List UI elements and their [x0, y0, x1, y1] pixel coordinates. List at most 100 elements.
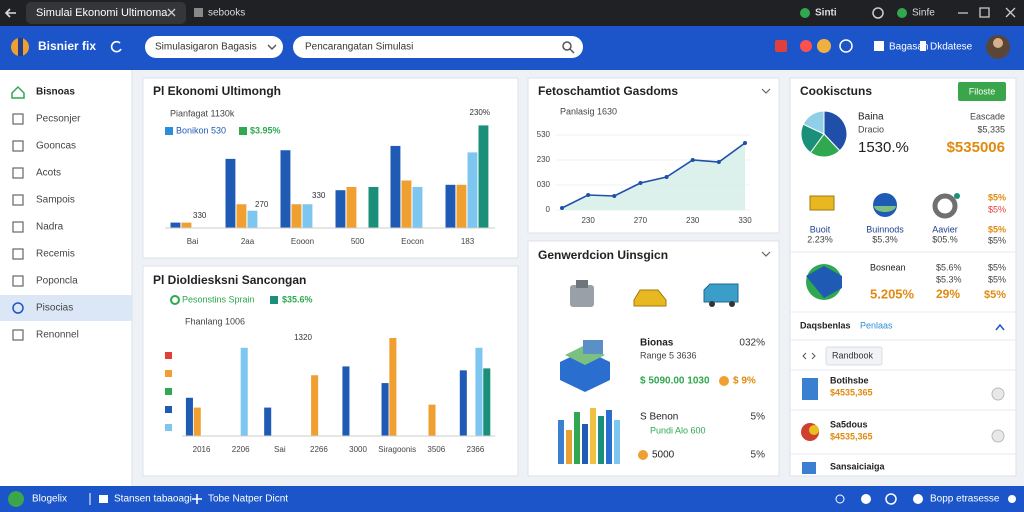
bar [240, 347, 248, 436]
legend-text: $35.6% [282, 294, 313, 304]
x-tick-label: Eooon [291, 237, 314, 246]
bar [389, 338, 397, 436]
footer-icon[interactable] [192, 494, 202, 504]
header-icon[interactable] [775, 40, 787, 52]
legend-text: Pesonstins Sprain [182, 294, 255, 304]
label: $5.3% [872, 234, 898, 244]
label: Sansaiciaiga [830, 461, 886, 471]
nav-icon [12, 248, 24, 260]
back-icon[interactable] [4, 8, 16, 18]
x-tick-label: 3506 [427, 445, 445, 454]
button-text[interactable]: Filoste [969, 86, 996, 96]
info-icon[interactable] [991, 387, 1005, 401]
label: $5% [988, 192, 1006, 202]
nav-item[interactable]: Pecsonjer [36, 114, 81, 125]
footer-item[interactable]: Tobe Natper Dicnt [208, 494, 288, 505]
label: Sinfe [912, 8, 935, 19]
globe-icon [874, 206, 896, 212]
status-icon [800, 8, 810, 18]
link[interactable]: Penlaas [860, 320, 893, 330]
status-icon [872, 7, 884, 19]
ring-icon [932, 193, 958, 219]
bar [459, 370, 467, 436]
x-tick-label: 270 [634, 216, 648, 225]
bar [247, 210, 258, 228]
chevron [267, 44, 277, 50]
tab-title[interactable]: sebooks [208, 8, 245, 19]
header-link[interactable]: Dkdatese [930, 42, 973, 53]
label: Buoit [810, 224, 831, 234]
search-text[interactable]: Pencarangatan Simulasi [305, 42, 413, 53]
label: $5% [988, 235, 1006, 245]
footer-icon[interactable] [1008, 495, 1016, 503]
bar [412, 186, 423, 228]
nav-item[interactable]: Bisnoas [36, 87, 75, 98]
x-tick-label: 230 [686, 216, 700, 225]
nav-item[interactable]: Nadra [36, 222, 64, 233]
chip[interactable] [825, 346, 883, 366]
list-icon [809, 425, 819, 435]
header-icon[interactable] [839, 39, 853, 53]
bar [302, 204, 313, 228]
footer-icon[interactable] [913, 494, 923, 504]
footer-item[interactable]: Bopp etrasesse [930, 494, 1000, 505]
search-icon[interactable] [562, 41, 572, 51]
select-box[interactable] [145, 36, 283, 58]
active-tab[interactable] [26, 2, 186, 24]
footer-icon[interactable] [861, 494, 871, 504]
status-icon [897, 8, 907, 18]
chip-text[interactable]: Randbook [832, 350, 874, 360]
panel [142, 77, 519, 259]
label: Bionas [640, 338, 674, 349]
collapse-icon[interactable] [995, 323, 1005, 331]
nav-item[interactable]: Acots [36, 168, 61, 179]
nav-item[interactable]: Gooncas [36, 141, 76, 152]
footer-icon[interactable] [835, 494, 845, 504]
bar [475, 347, 483, 436]
x-tick-label: Eocon [401, 237, 424, 246]
bar [335, 190, 346, 228]
header-icon[interactable] [874, 41, 884, 51]
label: 1320 [294, 333, 312, 342]
footer [0, 486, 1024, 512]
nav-item[interactable]: Renonnel [36, 330, 79, 341]
close-tab[interactable] [167, 8, 176, 17]
tab-title[interactable]: Simulai Ekonomi Ultimoma [36, 7, 168, 19]
filter-button[interactable] [958, 82, 1006, 101]
footer-item[interactable]: Stansen tabaoagi [114, 494, 192, 505]
refresh-icon[interactable] [110, 40, 122, 53]
bus-icon [809, 195, 835, 211]
footer-icon[interactable] [885, 493, 897, 505]
label: 5% [751, 412, 766, 423]
label: Sa5dous [830, 419, 868, 429]
sidebar-selected [0, 295, 132, 321]
nav-item[interactable]: Poponcla [36, 276, 78, 287]
nav-icon [12, 221, 24, 233]
nav-item[interactable]: Sampois [36, 195, 75, 206]
nav-item[interactable]: Pisocias [36, 303, 73, 314]
pie-slice [802, 110, 825, 135]
nav-item[interactable]: Recemis [36, 249, 75, 260]
x-tick-label: 2aa [241, 237, 255, 246]
x-tick-label: 2266 [310, 445, 328, 454]
x-tick-label: 500 [351, 237, 365, 246]
bar [368, 186, 379, 228]
header-icon[interactable] [920, 41, 926, 51]
info-icon[interactable] [991, 429, 1005, 443]
header-icon[interactable] [817, 39, 831, 53]
point [612, 194, 617, 198]
select-text[interactable]: Simulasigaron Bagasis [155, 42, 257, 53]
nav-icon [12, 275, 24, 287]
header-icon[interactable] [800, 40, 812, 52]
list-icon [802, 462, 816, 474]
bus-icon [703, 283, 739, 303]
header-link[interactable]: Bagasan [889, 42, 928, 53]
label: Fhanlang 1006 [185, 316, 245, 326]
label: $4535,365 [830, 387, 873, 397]
chevron[interactable] [761, 88, 771, 257]
globe-icon [873, 193, 897, 217]
search-box[interactable] [293, 36, 583, 58]
y-tick-label: 530 [537, 130, 551, 139]
window-controls[interactable] [958, 7, 1016, 18]
